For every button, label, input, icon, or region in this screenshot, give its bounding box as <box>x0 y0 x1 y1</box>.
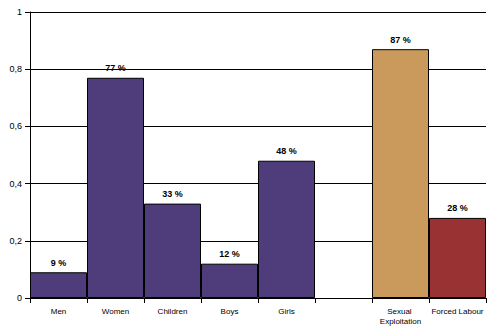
svg-text:9 %: 9 % <box>51 258 67 268</box>
svg-text:87 %: 87 % <box>390 35 411 45</box>
svg-text:0,2: 0,2 <box>9 236 22 246</box>
svg-text:Forced Labour: Forced Labour <box>431 307 483 316</box>
svg-text:0,4: 0,4 <box>9 179 22 189</box>
svg-text:0,6: 0,6 <box>9 121 22 131</box>
svg-text:77 %: 77 % <box>105 63 126 73</box>
svg-text:0,8: 0,8 <box>9 64 22 74</box>
svg-text:Children: Children <box>158 307 188 316</box>
svg-text:Women: Women <box>102 307 129 316</box>
svg-text:Exploitation: Exploitation <box>380 317 421 326</box>
svg-text:28 %: 28 % <box>447 203 468 213</box>
svg-text:1: 1 <box>17 7 22 17</box>
svg-text:0: 0 <box>17 293 22 303</box>
svg-text:33 %: 33 % <box>162 189 183 199</box>
svg-text:Boys: Boys <box>221 307 239 316</box>
svg-text:Girls: Girls <box>278 307 294 316</box>
svg-text:Sexual: Sexual <box>387 307 414 316</box>
svg-text:12 %: 12 % <box>219 249 240 259</box>
svg-text:48 %: 48 % <box>276 146 297 156</box>
svg-text:Men: Men <box>51 307 67 316</box>
